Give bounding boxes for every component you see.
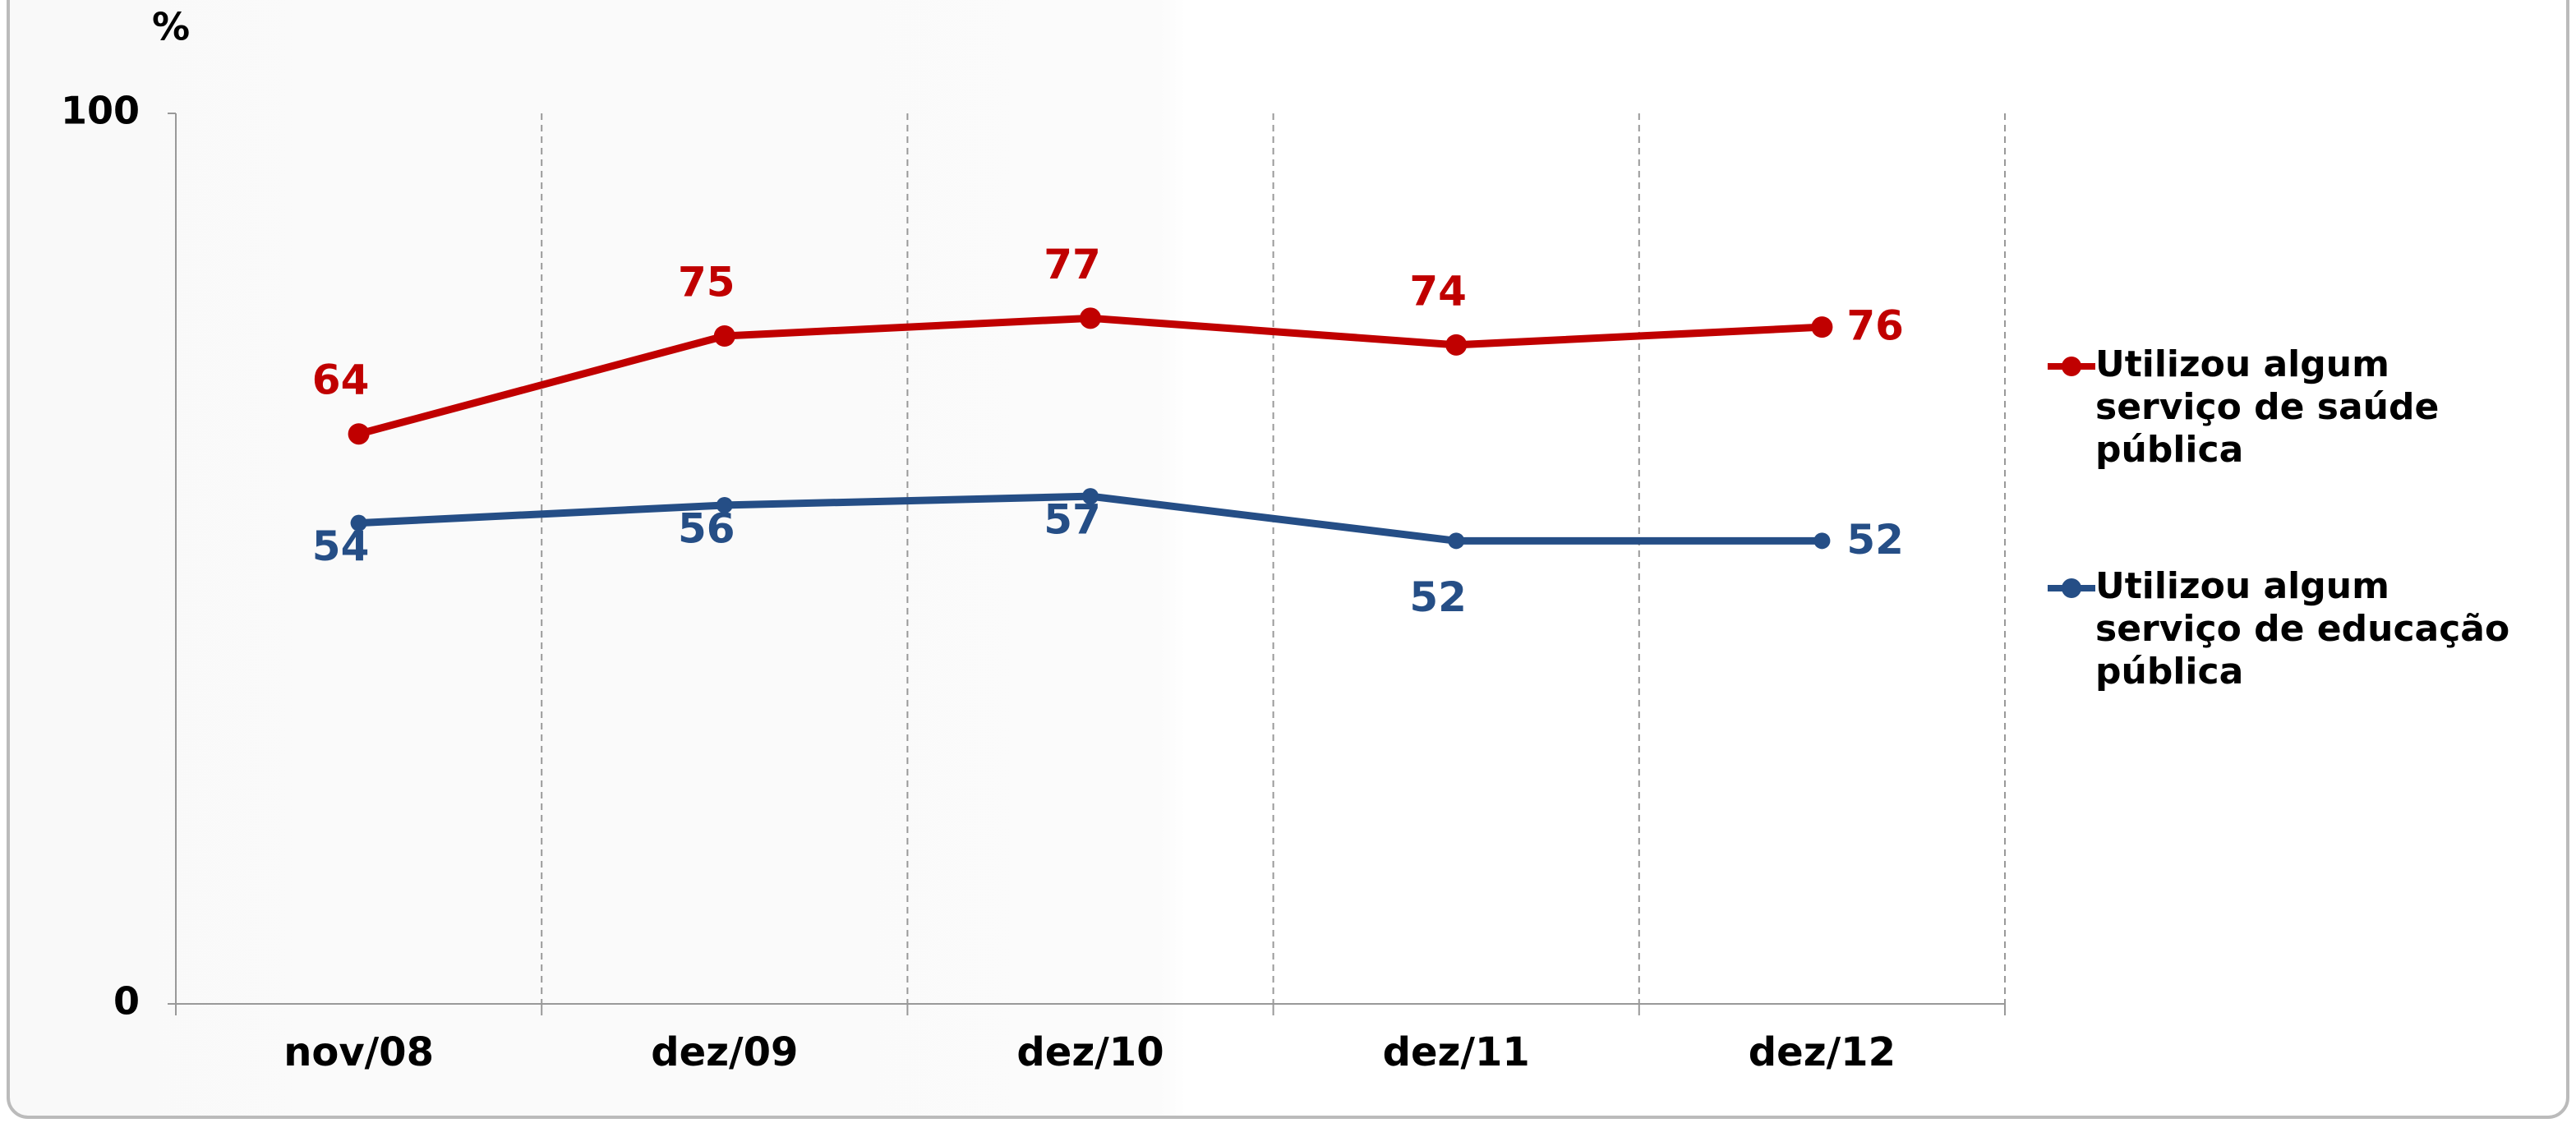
legend-entry: Utilizou algum serviço de saúde pública [2095, 343, 2440, 471]
y-axis-label: % [152, 5, 190, 49]
x-tick-label: dez/11 [1383, 1029, 1530, 1075]
x-tick-label: nov/08 [283, 1029, 434, 1075]
data-point [1082, 488, 1099, 505]
data-point [348, 423, 370, 445]
legend-label: Utilizou algum serviço de saúde pública [2095, 343, 2440, 471]
data-label: 75 [678, 259, 735, 306]
data-label: 77 [1044, 241, 1101, 288]
frame [7, 0, 2569, 1119]
x-tick-label: dez/12 [1749, 1029, 1896, 1075]
data-point [1080, 307, 1101, 329]
data-point [350, 514, 367, 532]
data-point [713, 325, 735, 347]
data-label: 74 [1409, 267, 1467, 315]
x-tick-label: dez/09 [651, 1029, 798, 1075]
x-tick-label: dez/10 [1016, 1029, 1164, 1075]
y-tick-label: 0 [113, 979, 140, 1024]
legend-label: Utilizou algum serviço de educação públi… [2095, 565, 2510, 693]
data-point [1813, 532, 1831, 550]
data-point [1448, 532, 1465, 550]
data-point [1445, 334, 1468, 356]
data-label: 57 [1044, 496, 1101, 544]
data-label: 56 [678, 504, 735, 552]
data-label: 64 [312, 357, 370, 404]
legend-entry: Utilizou algum serviço de educação públi… [2095, 565, 2510, 693]
data-label: 52 [1409, 573, 1467, 621]
data-label: 76 [1846, 302, 1904, 350]
y-tick-label: 100 [61, 89, 140, 133]
data-label: 52 [1846, 516, 1904, 564]
data-label: 54 [312, 522, 370, 570]
legend-swatch-marker [2062, 578, 2081, 598]
data-point [1811, 316, 1833, 338]
data-point [716, 496, 733, 513]
legend-swatch-marker [2062, 357, 2081, 376]
